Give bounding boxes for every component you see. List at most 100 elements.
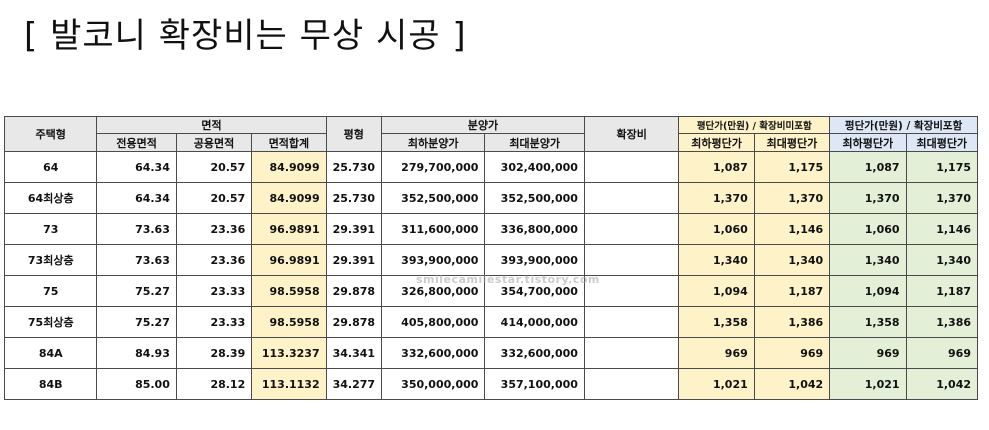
cell-type: 75최상층 <box>3 306 98 338</box>
header-area: 면적 <box>96 116 327 134</box>
table-body: 64 64.34 20.57 84.9099 25.730 279,700,00… <box>3 151 979 400</box>
cell-max-sale: 414,000,000 <box>484 306 585 338</box>
cell-min-sale: 279,700,000 <box>380 151 486 183</box>
cell-min-unit-incl: 1,094 <box>829 275 907 307</box>
header-pyeong: 평형 <box>325 116 382 152</box>
cell-total-area: 96.9891 <box>251 244 327 276</box>
cell-pyeong: 25.730 <box>325 182 382 214</box>
cell-min-sale: 350,000,000 <box>380 368 486 400</box>
cell-min-unit-incl: 1,087 <box>829 151 907 183</box>
cell-min-sale: 405,800,000 <box>380 306 486 338</box>
cell-total-area: 98.5958 <box>251 275 327 307</box>
cell-max-unit-incl: 1,187 <box>905 275 979 307</box>
cell-min-unit-incl: 1,060 <box>829 213 907 245</box>
table-row: 73 73.63 23.36 96.9891 29.391 311,600,00… <box>3 213 979 245</box>
cell-expansion <box>583 182 680 214</box>
cell-pyeong: 29.878 <box>325 306 382 338</box>
cell-max-unit-incl: 1,370 <box>905 182 979 214</box>
cell-max-unit-excl: 1,340 <box>753 244 831 276</box>
cell-max-unit-excl: 1,187 <box>753 275 831 307</box>
cell-min-unit-incl: 969 <box>829 337 907 369</box>
cell-min-unit-incl: 1,340 <box>829 244 907 276</box>
cell-min-unit-excl: 1,358 <box>678 306 755 338</box>
cell-min-sale: 311,600,000 <box>380 213 486 245</box>
cell-pyeong: 29.878 <box>325 275 382 307</box>
table-row: 73최상층 73.63 23.36 96.9891 29.391 393,900… <box>3 244 979 276</box>
cell-max-unit-incl: 969 <box>905 337 979 369</box>
cell-exclusive-area: 73.63 <box>96 213 177 245</box>
cell-exclusive-area: 64.34 <box>96 151 177 183</box>
cell-min-sale: 352,500,000 <box>380 182 486 214</box>
cell-min-unit-excl: 1,340 <box>678 244 755 276</box>
header-expansion: 확장비 <box>583 116 680 152</box>
cell-max-unit-excl: 1,146 <box>753 213 831 245</box>
cell-min-unit-excl: 1,021 <box>678 368 755 400</box>
cell-max-unit-incl: 1,340 <box>905 244 979 276</box>
price-table-wrapper: 주택형 면적 평형 분양가 확장비 평단가(만원) / 확장비미포함 평단가(만… <box>3 116 979 400</box>
cell-total-area: 113.1132 <box>251 368 327 400</box>
price-table: 주택형 면적 평형 분양가 확장비 평단가(만원) / 확장비미포함 평단가(만… <box>3 116 979 400</box>
subheader-min-unit-excl: 최하평단가 <box>678 133 755 152</box>
cell-exclusive-area: 84.93 <box>96 337 177 369</box>
cell-min-unit-excl: 1,087 <box>678 151 755 183</box>
cell-pyeong: 34.277 <box>325 368 382 400</box>
cell-max-unit-excl: 1,175 <box>753 151 831 183</box>
cell-max-unit-excl: 1,386 <box>753 306 831 338</box>
cell-common-area: 23.33 <box>175 306 253 338</box>
subheader-max-sale: 최대분양가 <box>484 133 585 152</box>
cell-expansion <box>583 213 680 245</box>
cell-exclusive-area: 75.27 <box>96 306 177 338</box>
cell-min-sale: 332,600,000 <box>380 337 486 369</box>
table-row: 75 75.27 23.33 98.5958 29.878 326,800,00… <box>3 275 979 307</box>
cell-expansion <box>583 337 680 369</box>
cell-total-area: 113.3237 <box>251 337 327 369</box>
cell-type: 84B <box>3 368 98 400</box>
cell-common-area: 23.33 <box>175 275 253 307</box>
cell-pyeong: 29.391 <box>325 244 382 276</box>
cell-expansion <box>583 244 680 276</box>
subheader-total-area: 면적합계 <box>251 133 327 152</box>
cell-type: 64 <box>3 151 98 183</box>
cell-max-unit-excl: 1,042 <box>753 368 831 400</box>
header-type: 주택형 <box>3 116 98 152</box>
cell-exclusive-area: 85.00 <box>96 368 177 400</box>
cell-max-unit-incl: 1,386 <box>905 306 979 338</box>
cell-exclusive-area: 73.63 <box>96 244 177 276</box>
cell-min-unit-excl: 1,060 <box>678 213 755 245</box>
cell-pyeong: 25.730 <box>325 151 382 183</box>
cell-type: 84A <box>3 337 98 369</box>
subheader-exclusive-area: 전용면적 <box>96 133 177 152</box>
cell-min-unit-incl: 1,358 <box>829 306 907 338</box>
cell-max-sale: 332,600,000 <box>484 337 585 369</box>
cell-total-area: 98.5958 <box>251 306 327 338</box>
cell-max-sale: 352,500,000 <box>484 182 585 214</box>
subheader-min-unit-incl: 최하평단가 <box>829 133 907 152</box>
header-unit-price-excl: 평단가(만원) / 확장비미포함 <box>678 116 831 134</box>
cell-min-sale: 393,900,000 <box>380 244 486 276</box>
header-unit-price-incl: 평단가(만원) / 확장비포함 <box>829 116 978 134</box>
subheader-common-area: 공용면적 <box>175 133 253 152</box>
cell-max-unit-incl: 1,042 <box>905 368 979 400</box>
cell-min-unit-excl: 969 <box>678 337 755 369</box>
table-row: 64 64.34 20.57 84.9099 25.730 279,700,00… <box>3 151 979 183</box>
cell-max-sale: 354,700,000 <box>484 275 585 307</box>
cell-min-sale: 326,800,000 <box>380 275 486 307</box>
cell-max-sale: 357,100,000 <box>484 368 585 400</box>
cell-common-area: 28.39 <box>175 337 253 369</box>
cell-type: 64최상층 <box>3 182 98 214</box>
cell-type: 73 <box>3 213 98 245</box>
subheader-min-sale: 최하분양가 <box>380 133 486 152</box>
cell-max-sale: 336,800,000 <box>484 213 585 245</box>
cell-min-unit-incl: 1,370 <box>829 182 907 214</box>
cell-exclusive-area: 64.34 <box>96 182 177 214</box>
cell-type: 73최상층 <box>3 244 98 276</box>
cell-total-area: 84.9099 <box>251 182 327 214</box>
header-sale-price: 분양가 <box>380 116 585 134</box>
cell-common-area: 20.57 <box>175 182 253 214</box>
page-title: [ 발코니 확장비는 무상 시공 ] <box>24 16 467 56</box>
cell-max-sale: 302,400,000 <box>484 151 585 183</box>
cell-common-area: 28.12 <box>175 368 253 400</box>
cell-common-area: 20.57 <box>175 151 253 183</box>
cell-expansion <box>583 306 680 338</box>
table-header: 주택형 면적 평형 분양가 확장비 평단가(만원) / 확장비미포함 평단가(만… <box>3 116 979 152</box>
